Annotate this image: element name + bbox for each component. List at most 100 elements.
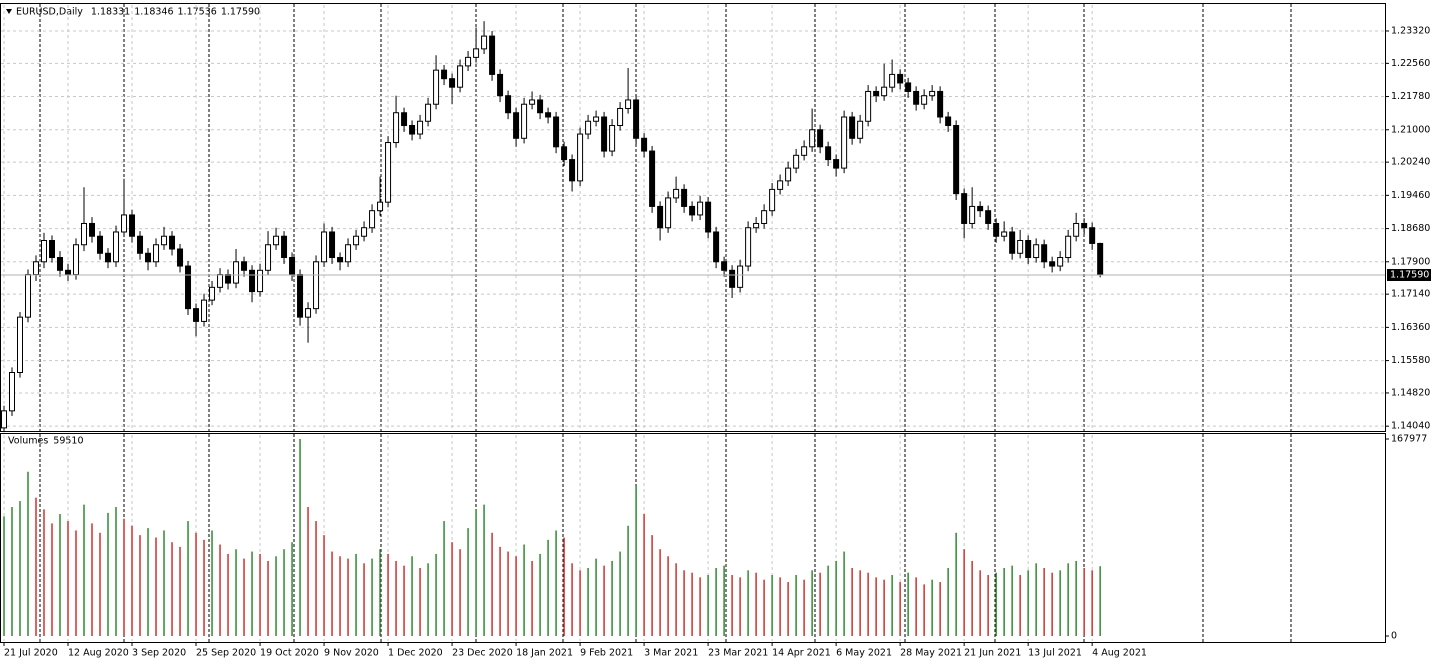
candle-body: [673, 188, 680, 199]
candle-body: [569, 159, 576, 182]
candle-body: [897, 73, 904, 84]
candle-body: [889, 73, 896, 88]
candle-body: [1025, 239, 1032, 259]
x-tick-label: 14 Apr 2021: [772, 648, 831, 659]
candle-body: [41, 239, 48, 263]
candle-body: [257, 269, 264, 293]
candle-body: [393, 112, 400, 144]
candle-body: [265, 244, 272, 271]
candle-body: [281, 235, 288, 259]
candle-body: [529, 99, 536, 105]
candle-body: [937, 90, 944, 118]
candle-body: [873, 90, 880, 97]
candle-body: [793, 154, 800, 169]
candle-body: [369, 210, 376, 229]
candle-body: [865, 90, 872, 122]
candle-body: [1041, 244, 1048, 263]
y-tick-label: 1.23320: [1391, 25, 1430, 36]
candle-body: [681, 188, 688, 207]
x-tick-label: 25 Sep 2020: [196, 648, 256, 659]
x-tick-label: 23 Mar 2021: [708, 648, 768, 659]
candle-body: [89, 222, 96, 237]
candle-body: [361, 227, 368, 237]
y-tick-label: 1.22560: [1391, 58, 1430, 69]
candle-body: [961, 193, 968, 224]
candle-body: [1049, 261, 1056, 267]
candle-body: [201, 299, 208, 322]
candle-body: [985, 210, 992, 224]
candle-body: [849, 116, 856, 139]
candle-body: [129, 214, 136, 237]
y-tick-label: 1.21780: [1391, 91, 1430, 102]
x-tick-label: 3 Mar 2021: [644, 648, 698, 659]
y-tick-label: 1.21000: [1391, 124, 1430, 135]
candle-body: [465, 56, 472, 67]
candle-body: [289, 257, 296, 276]
candle-body: [417, 120, 424, 135]
candle-body: [825, 146, 832, 161]
candle-body: [721, 261, 728, 271]
candle-body: [1081, 222, 1088, 229]
candle-body: [969, 205, 976, 224]
x-tick-label: 3 Sep 2020: [132, 648, 186, 659]
y-tick-label: 1.20240: [1391, 157, 1430, 168]
x-tick-label: 23 Dec 2020: [452, 648, 513, 659]
candle-body: [953, 125, 960, 195]
candle-body: [489, 35, 496, 75]
candle-body: [497, 73, 504, 97]
candle-body: [345, 244, 352, 263]
candle-body: [505, 95, 512, 114]
candle-body: [161, 235, 168, 246]
candle-body: [545, 112, 552, 118]
candle-body: [657, 205, 664, 229]
candle-body: [649, 150, 656, 207]
candle-body: [577, 133, 584, 182]
x-tick-label: 9 Feb 2021: [580, 648, 633, 659]
y-tick-label: 1.19460: [1391, 190, 1430, 201]
candle-body: [977, 205, 984, 212]
candle-body: [945, 116, 952, 127]
x-tick-label: 18 Jan 2021: [516, 648, 573, 659]
collapse-arrow: [6, 9, 12, 14]
volume-title: Volumes: [8, 436, 48, 447]
candle-body: [905, 82, 912, 92]
candle-body: [409, 125, 416, 135]
candle-body: [697, 201, 704, 216]
candle-body: [17, 316, 24, 374]
candle-body: [537, 99, 544, 114]
candle-body: [689, 205, 696, 216]
candle-body: [337, 257, 344, 263]
candle-body: [585, 120, 592, 135]
candle-body: [753, 222, 760, 229]
candle-body: [57, 257, 64, 271]
x-tick-label: 6 May 2021: [836, 648, 892, 659]
candle-body: [785, 167, 792, 182]
candle-body: [833, 159, 840, 169]
candle-body: [761, 210, 768, 224]
candle-body: [521, 103, 528, 139]
candle-body: [633, 99, 640, 139]
candle-body: [809, 129, 816, 148]
candle-body: [81, 222, 88, 246]
candle-body: [617, 107, 624, 127]
candle-body: [313, 261, 320, 310]
candle-body: [217, 274, 224, 288]
candle-body: [737, 265, 744, 288]
candle-body: [1009, 231, 1016, 254]
y-tick-label: 1.14820: [1391, 387, 1430, 398]
y-tick-label: 1.17900: [1391, 256, 1430, 267]
y-tick-label: 1.18680: [1391, 223, 1430, 234]
candle-body: [921, 95, 928, 105]
candle-body: [441, 69, 448, 80]
candle-body: [97, 235, 104, 254]
candle-body: [305, 308, 312, 318]
candle-body: [641, 137, 648, 152]
candle-body: [65, 269, 72, 276]
candle-body: [177, 248, 184, 267]
candle-body: [329, 231, 336, 259]
x-tick-label: 19 Oct 2020: [260, 648, 319, 659]
candle-body: [297, 274, 304, 318]
candle-body: [25, 274, 32, 318]
